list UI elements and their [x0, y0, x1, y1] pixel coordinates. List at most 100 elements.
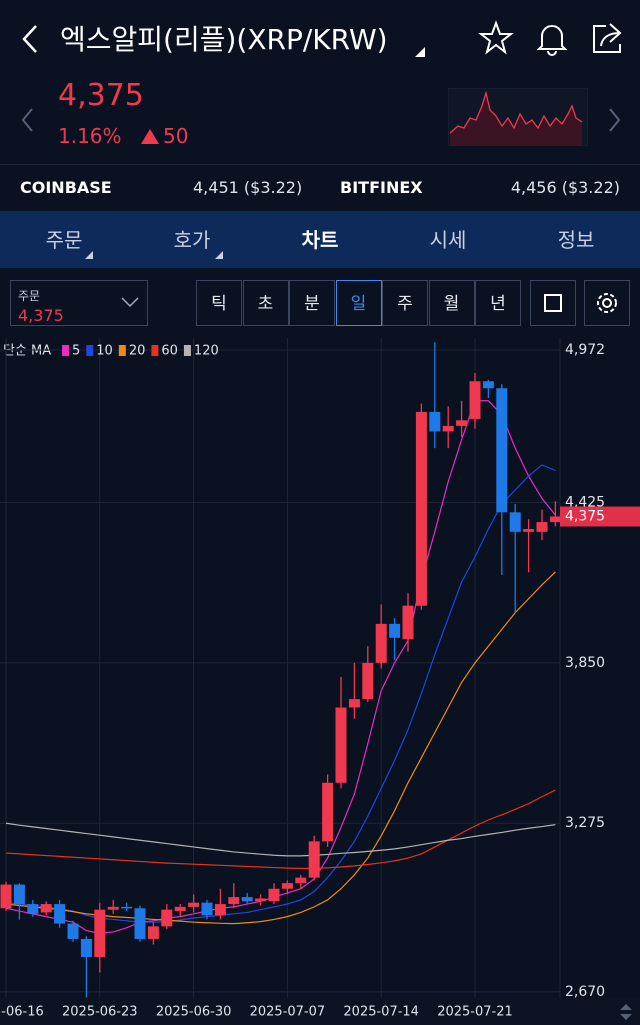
period-button[interactable]: 주 — [382, 280, 428, 326]
candle-body — [214, 904, 226, 916]
y-tick-label: 2,670 — [565, 984, 605, 1000]
legend-label: 60 — [161, 344, 178, 359]
candle-body — [295, 877, 307, 884]
x-tick-label: 2025-06-23 — [62, 1005, 138, 1020]
period-button[interactable]: 년 — [475, 280, 521, 326]
candle-body — [228, 897, 240, 905]
x-tick-label: 2025-06-30 — [156, 1005, 232, 1020]
candle-body — [322, 782, 334, 842]
favorite-icon[interactable] — [478, 20, 514, 56]
ma-line — [5, 789, 556, 869]
y-tick-label: 3,275 — [565, 815, 605, 831]
candle-body — [268, 888, 280, 902]
change: 50 — [163, 124, 189, 148]
tab[interactable]: 정보 — [557, 228, 595, 252]
legend-swatch — [151, 345, 159, 356]
legend-swatch — [118, 345, 126, 356]
title: 엑스알피(리플)(XRP/KRW) — [60, 23, 388, 56]
candle-body — [348, 699, 360, 708]
change-pct: 1.16% — [58, 124, 122, 148]
alarm-icon[interactable] — [534, 20, 570, 56]
candle-body — [509, 512, 521, 532]
x-tick-label: 2025-07-07 — [250, 1005, 326, 1020]
prev-arrow[interactable] — [18, 105, 38, 135]
title-dropdown[interactable] — [413, 45, 427, 59]
period-button[interactable]: 월 — [428, 280, 475, 326]
price: 4,375 — [58, 78, 144, 113]
tab-active[interactable]: 차트 — [301, 228, 339, 252]
up-triangle — [141, 129, 159, 144]
period-active[interactable]: 일 — [335, 280, 382, 326]
order-select[interactable] — [10, 280, 148, 326]
exchange-price: 4,456 ($3.22) — [510, 178, 620, 197]
candle-body — [335, 707, 347, 783]
candle-body — [121, 906, 133, 909]
candle-body — [67, 923, 79, 939]
candle-body — [456, 420, 468, 426]
candle-body — [496, 388, 508, 513]
next-arrow[interactable] — [604, 105, 624, 135]
fullscreen-button[interactable] — [530, 280, 576, 326]
dropdown-caret — [121, 297, 139, 308]
candle-body — [536, 522, 548, 532]
tab-marker — [215, 251, 223, 259]
tab[interactable]: 시세 — [429, 228, 467, 252]
order-value: 4,375 — [18, 306, 64, 325]
candle-body — [0, 884, 12, 909]
candle-body — [389, 623, 401, 638]
candle-body — [13, 884, 25, 905]
candle-body — [429, 411, 441, 432]
x-tick-label: 2025-06-16 — [0, 1005, 44, 1020]
candle-body — [281, 883, 293, 889]
candle-body — [27, 904, 39, 914]
candle-body — [241, 897, 253, 902]
ma-line — [5, 822, 556, 857]
share-icon[interactable] — [590, 20, 626, 56]
tab-marker — [85, 251, 93, 259]
candle-body — [201, 902, 213, 916]
candle-body — [94, 909, 106, 958]
x-tick-label: 2025-07-21 — [437, 1005, 513, 1020]
candle-body — [40, 904, 52, 913]
candle-body — [188, 902, 200, 907]
candle-body — [80, 938, 92, 958]
candle-body — [402, 605, 414, 640]
candle-body — [415, 411, 427, 606]
candle-body — [107, 906, 119, 910]
legend-swatch — [86, 345, 94, 356]
legend-title: 단순 MA — [3, 344, 51, 359]
legend-swatch — [183, 345, 191, 356]
period-button[interactable]: 초 — [242, 280, 289, 326]
exchange-name: BITFINEX — [340, 178, 423, 197]
legend-swatch — [62, 345, 69, 356]
candle-body — [482, 381, 494, 389]
candle-body — [147, 926, 159, 939]
tab-bar — [0, 212, 640, 268]
candle-body — [308, 841, 320, 878]
price-tag: 4,375 — [565, 509, 605, 525]
x-tick-label: 2025-07-14 — [343, 1005, 419, 1020]
legend-label: 10 — [96, 344, 113, 359]
exchange-name: COINBASE — [20, 178, 112, 197]
back-button[interactable] — [18, 22, 42, 56]
period-button[interactable]: 틱 — [196, 280, 242, 326]
sparkline — [448, 88, 588, 146]
period-button[interactable]: 분 — [289, 280, 335, 326]
candle-body — [375, 623, 387, 663]
y-tick-label: 4,972 — [565, 342, 605, 358]
candle-body — [549, 516, 561, 523]
legend-label: 5 — [72, 344, 80, 359]
candle-chart: 단순 MA 2,6703,2753,8504,4254,9722025-06-1… — [0, 338, 640, 1025]
candle-body — [174, 906, 186, 912]
exchange-price: 4,451 ($3.22) — [193, 178, 303, 197]
tab[interactable]: 호가 — [173, 228, 211, 252]
settings-button[interactable] — [584, 280, 630, 326]
candle-body — [442, 425, 454, 432]
candle-body — [469, 381, 481, 419]
tab[interactable]: 주문 — [45, 228, 83, 252]
candle-body — [54, 904, 66, 924]
price-tag-bg — [560, 506, 640, 527]
exchange-bar — [0, 164, 640, 212]
candle-body — [161, 909, 173, 927]
